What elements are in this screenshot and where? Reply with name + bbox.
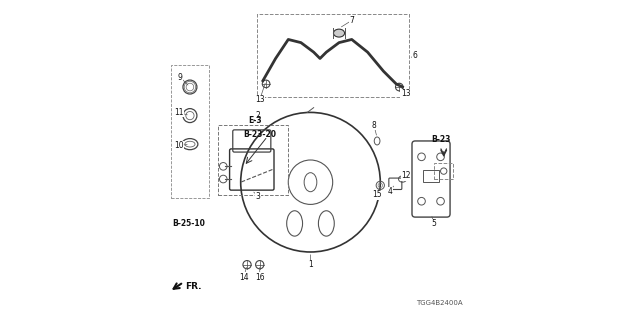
Text: 10: 10 <box>174 141 184 150</box>
Text: 11: 11 <box>174 108 184 117</box>
Bar <box>171 65 209 198</box>
Text: 2: 2 <box>256 111 260 120</box>
Bar <box>434 163 453 179</box>
Text: TGG4B2400A: TGG4B2400A <box>416 300 463 306</box>
Text: 14: 14 <box>239 273 249 282</box>
Text: 8: 8 <box>372 121 376 130</box>
Text: 6: 6 <box>413 51 418 60</box>
Text: FR.: FR. <box>185 282 202 292</box>
Text: B-23: B-23 <box>431 135 450 144</box>
Text: 7: 7 <box>349 16 354 25</box>
Text: 4: 4 <box>387 187 392 196</box>
Text: 13: 13 <box>401 89 410 98</box>
Text: E-3: E-3 <box>248 116 262 125</box>
Text: 13: 13 <box>255 95 264 104</box>
Text: B-23-20: B-23-20 <box>243 130 276 139</box>
Bar <box>423 170 439 182</box>
Ellipse shape <box>333 29 344 37</box>
Bar <box>218 125 288 195</box>
Text: 1: 1 <box>308 260 313 269</box>
Text: 9: 9 <box>178 73 183 82</box>
Text: 3: 3 <box>256 192 260 201</box>
Text: 15: 15 <box>372 190 382 199</box>
Text: 12: 12 <box>401 172 410 180</box>
Text: 16: 16 <box>255 273 264 282</box>
Text: 5: 5 <box>432 219 436 228</box>
Text: B-25-10: B-25-10 <box>172 219 205 228</box>
Bar <box>257 14 409 97</box>
